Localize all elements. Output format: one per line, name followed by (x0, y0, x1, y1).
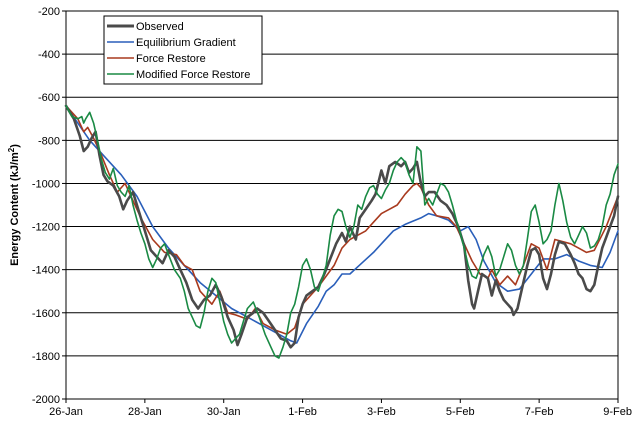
x-tick-label: 9-Feb (603, 406, 632, 418)
y-tick-label: -1800 (32, 351, 60, 363)
x-tick-label: 28-Jan (128, 406, 162, 418)
y-axis-label-main: Energy Content (kJ/m (9, 152, 21, 266)
legend: Observed Equilibrium Gradient Force Restor… (103, 15, 263, 85)
y-tick-label: -600 (38, 92, 60, 104)
x-tick-label: 26-Jan (49, 406, 83, 418)
legend-label-force-restore: Force Restore (136, 53, 206, 65)
y-tick-label: -1200 (32, 222, 60, 234)
series-line-observed (64, 104, 620, 349)
y-tick-label: -1000 (32, 178, 60, 190)
x-tick-label: 30-Jan (207, 406, 241, 418)
legend-label-observed: Observed (136, 21, 184, 33)
x-axis-ticks: 26-Jan 28-Jan 30-Jan 1-Feb 3-Feb 5-Feb 7-Feb 9-… (49, 399, 632, 418)
x-tick-label: 5-Feb (446, 406, 475, 418)
y-tick-label: -200 (38, 6, 60, 18)
y-axis-ticks: -200 -400 -600 -800 -1000 -1200 -1400 -1600 -180… (32, 6, 66, 406)
y-tick-label: -800 (38, 135, 60, 147)
gridlines (66, 53, 618, 357)
x-tick-label: 3-Feb (367, 406, 396, 418)
y-tick-label: -1400 (32, 265, 60, 277)
y-tick-label: -1600 (32, 308, 60, 320)
y-tick-label: -2000 (32, 394, 60, 406)
x-tick-label: 1-Feb (288, 406, 317, 418)
y-tick-label: -400 (38, 49, 60, 61)
series-lines (64, 104, 620, 359)
series-line-equilibrium-gradient (65, 105, 619, 344)
y-axis-label-superscript: 2 (7, 147, 16, 152)
plot-area-frame (65, 10, 619, 400)
y-axis-label: Energy Content (kJ/m2) (7, 144, 21, 266)
series-line-modified-force-restore (65, 105, 619, 359)
legend-label-equilibrium-gradient: Equilibrium Gradient (136, 37, 236, 49)
legend-label-modified-force-restore: Modified Force Restore (136, 69, 250, 81)
y-axis-label-close: ) (9, 144, 21, 148)
x-tick-label: 7-Feb (525, 406, 554, 418)
